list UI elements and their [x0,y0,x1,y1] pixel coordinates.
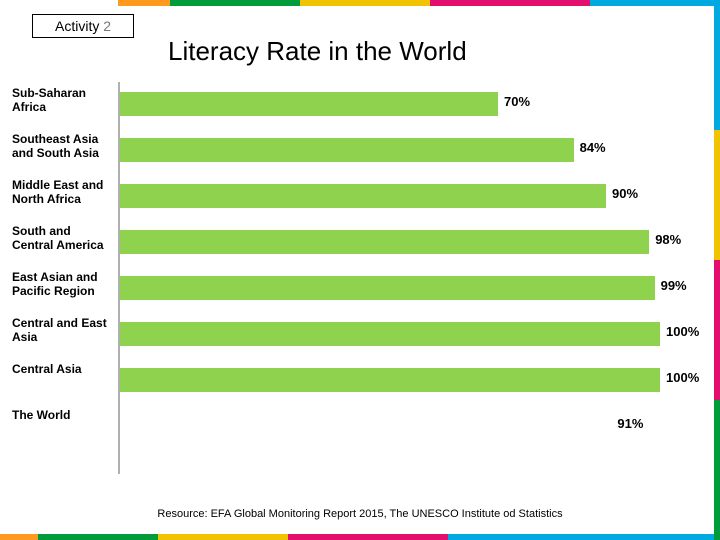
value-label: 91% [617,416,643,431]
category-label: Sub-Saharan Africa [12,86,112,115]
category-label: East Asian and Pacific Region [12,270,112,299]
bottom-border-stripe [0,534,720,540]
chart-row: South and Central America 98% [12,220,696,266]
category-label: Central and East Asia [12,316,112,345]
value-label: 70% [504,94,530,109]
chart-row: East Asian and Pacific Region 99% [12,266,696,312]
activity-ordinal: 2 [103,18,111,34]
value-label: 90% [612,186,638,201]
activity-tab: Activity 2 [32,14,134,38]
footnote: Resource: EFA Global Monitoring Report 2… [0,508,720,520]
chart-title: Literacy Rate in the World [168,36,467,67]
value-label: 84% [580,140,606,155]
chart-row: Middle East and North Africa 90% [12,174,696,220]
bar [120,368,660,392]
category-label: Middle East and North Africa [12,178,112,207]
right-border-stripe [714,0,720,540]
value-label: 98% [655,232,681,247]
top-border-stripe [0,0,720,6]
bar [120,92,498,116]
literacy-chart: Sub-Saharan Africa 70% Southeast Asia and … [12,82,696,482]
category-label: Southeast Asia and South Asia [12,132,112,161]
value-label: 100% [666,370,699,385]
bar [120,276,655,300]
bar [120,230,649,254]
category-label: South and Central America [12,224,112,253]
category-label: The World [12,408,112,422]
chart-row: Central Asia 100% [12,358,696,404]
activity-label: Activity [55,18,99,34]
category-label: Central Asia [12,362,112,376]
slide: Activity 2 Literacy Rate in the World Su… [0,0,720,540]
chart-row: Central and East Asia 100% [12,312,696,358]
bar [120,322,660,346]
value-label: 100% [666,324,699,339]
chart-row: Sub-Saharan Africa 70% [12,82,696,128]
chart-row: Southeast Asia and South Asia 84% [12,128,696,174]
value-label: 99% [661,278,687,293]
bar [120,184,606,208]
chart-row: The World 91% [12,404,696,450]
bar [120,138,574,162]
